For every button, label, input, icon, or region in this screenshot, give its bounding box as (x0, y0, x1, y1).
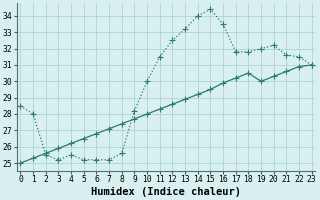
X-axis label: Humidex (Indice chaleur): Humidex (Indice chaleur) (91, 187, 241, 197)
